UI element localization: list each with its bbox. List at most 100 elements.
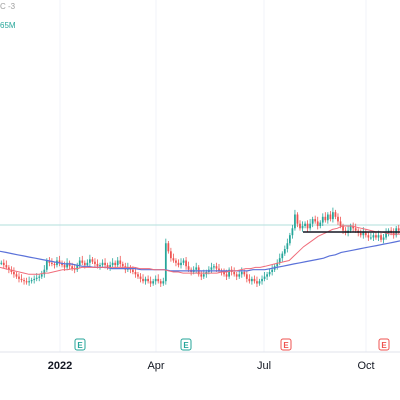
candle-103 <box>261 275 263 285</box>
candle-1 <box>2 259 5 269</box>
candle-86 <box>218 263 220 274</box>
candle-118 <box>299 220 301 231</box>
candle-62 <box>157 274 160 284</box>
x-tick-label-2: Jul <box>257 360 271 372</box>
time-axis: 2022 Apr Jul Oct <box>48 360 375 372</box>
x-tick-label-1: Apr <box>147 360 164 372</box>
candle-71 <box>180 258 182 269</box>
candle-60 <box>152 278 155 286</box>
candle-55 <box>139 273 142 283</box>
candle-113 <box>286 238 289 253</box>
candle-88 <box>223 268 225 277</box>
candle-119 <box>301 221 304 232</box>
candle-65 <box>164 238 167 285</box>
candle-61 <box>154 275 157 285</box>
candle-121 <box>306 220 309 232</box>
candle-124 <box>314 215 317 224</box>
ma-long-line <box>0 240 400 272</box>
candle-83 <box>210 262 213 274</box>
candle-11 <box>28 276 30 286</box>
x-tick-label-3: Oct <box>357 360 374 372</box>
candle-27 <box>68 260 71 270</box>
candle-13 <box>33 275 36 284</box>
candle-101 <box>256 276 258 287</box>
candle-74 <box>187 261 190 272</box>
ma-short-line <box>0 225 400 275</box>
candle-43 <box>109 261 112 271</box>
candle-54 <box>137 272 139 279</box>
candle-17 <box>43 265 46 278</box>
candle-57 <box>144 276 147 285</box>
candle-116 <box>294 209 296 231</box>
candle-46 <box>116 257 119 268</box>
earnings-marker-1: E <box>180 338 192 351</box>
candle-146 <box>370 232 372 240</box>
candle-105 <box>266 272 268 281</box>
candle-145 <box>367 231 370 241</box>
candle-44 <box>111 258 114 268</box>
candle-109 <box>276 259 279 270</box>
candle-47 <box>119 255 122 268</box>
candle-139 <box>352 222 355 232</box>
candle-92 <box>233 267 236 277</box>
candle-77 <box>195 262 198 274</box>
candle-117 <box>296 212 299 228</box>
candle-151 <box>382 234 385 244</box>
candle-0 <box>0 260 3 266</box>
candle-132 <box>334 209 337 220</box>
candle-21 <box>53 261 56 269</box>
candle-64 <box>162 277 165 286</box>
candle-142 <box>359 229 362 238</box>
candle-42 <box>106 262 109 270</box>
candle-10 <box>25 277 28 285</box>
candle-147 <box>372 232 375 241</box>
candle-73 <box>185 257 187 270</box>
candle-56 <box>142 274 144 284</box>
candle-36 <box>91 257 94 264</box>
candle-107 <box>271 265 274 276</box>
candle-123 <box>311 216 314 228</box>
candle-66 <box>167 240 170 254</box>
candle-136 <box>344 227 347 236</box>
vertical-gridlines <box>59 0 367 352</box>
candle-15 <box>38 274 41 282</box>
candle-19 <box>48 257 51 267</box>
candle-106 <box>268 268 271 277</box>
candle-125 <box>316 216 319 230</box>
candle-155 <box>392 228 395 239</box>
candle-130 <box>329 211 332 222</box>
candle-122 <box>309 219 312 231</box>
candle-59 <box>149 276 152 287</box>
candle-94 <box>238 270 241 279</box>
candle-68 <box>172 253 175 263</box>
candle-58 <box>147 275 149 284</box>
candle-150 <box>380 232 382 243</box>
candle-112 <box>283 245 286 256</box>
candle-32 <box>81 255 84 266</box>
earnings-label-1: E <box>183 341 189 350</box>
earnings-label-0: E <box>77 341 83 350</box>
candle-111 <box>281 251 284 262</box>
candle-98 <box>248 274 251 284</box>
candle-72 <box>182 258 185 266</box>
candle-104 <box>263 272 266 282</box>
candle-126 <box>319 220 322 229</box>
candle-5 <box>13 267 15 278</box>
candle-90 <box>228 267 230 279</box>
candle-16 <box>40 270 43 279</box>
candle-8 <box>20 274 23 283</box>
candle-20 <box>51 258 53 267</box>
candle-148 <box>375 231 377 240</box>
candle-127 <box>321 213 324 226</box>
candle-133 <box>337 213 339 225</box>
candle-67 <box>170 247 172 262</box>
earnings-marker-2: E <box>280 338 292 351</box>
candle-102 <box>258 278 261 286</box>
candle-99 <box>251 276 253 285</box>
candle-79 <box>200 270 203 281</box>
candle-2 <box>5 260 8 270</box>
candle-152 <box>385 228 387 240</box>
candle-84 <box>213 263 215 270</box>
